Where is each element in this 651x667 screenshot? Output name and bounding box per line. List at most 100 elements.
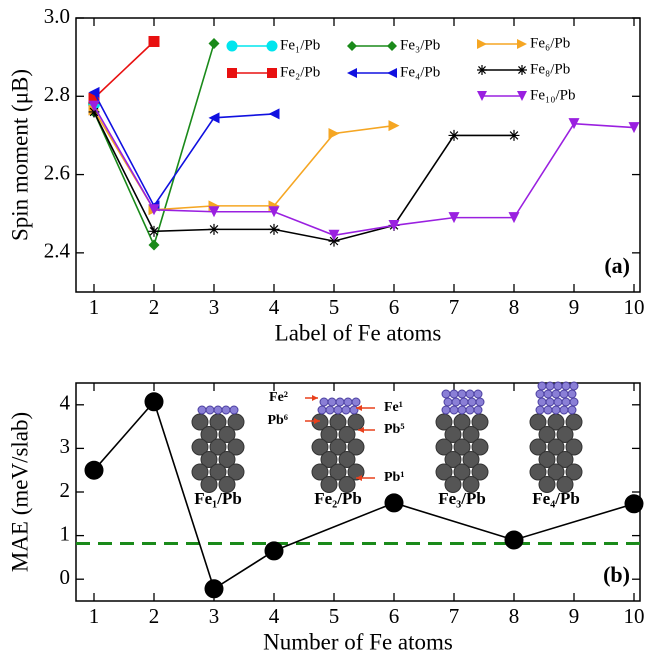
- data-point: [149, 226, 160, 237]
- data-point: [269, 224, 280, 235]
- plot-frame: [76, 18, 640, 292]
- fe-atom: [568, 390, 576, 398]
- inset-label: Fe₂/Pb: [314, 489, 362, 508]
- fe-atom: [328, 398, 336, 406]
- data-point: [625, 495, 643, 513]
- x-tick-label: 7: [449, 295, 460, 319]
- fe-atom: [474, 406, 482, 414]
- legend-label: Fe₆/Pb: [530, 35, 570, 51]
- fe-atom: [444, 398, 452, 406]
- data-point: [209, 112, 220, 123]
- fe-atom: [222, 406, 230, 414]
- fe-atom: [336, 398, 344, 406]
- fe-atom: [198, 406, 206, 414]
- fe-atom: [544, 406, 552, 414]
- fe-atom: [466, 406, 474, 414]
- x-tick-label: 3: [209, 295, 220, 319]
- x-tick-label: 2: [149, 604, 160, 628]
- atom-label: Pb¹: [384, 470, 405, 485]
- fe-atom: [458, 390, 466, 398]
- fe-atom: [536, 406, 544, 414]
- fe-atom: [352, 398, 360, 406]
- fe-atom: [334, 406, 342, 414]
- fe-atom: [554, 398, 562, 406]
- legend-label: Fe₁/Pb: [280, 37, 320, 53]
- fe-atom: [468, 398, 476, 406]
- legend-marker: [267, 68, 277, 78]
- x-tick-label: 3: [209, 604, 220, 628]
- fe-atom: [570, 398, 578, 406]
- fe-atom: [544, 390, 552, 398]
- atom-label: Pb⁶: [267, 413, 288, 428]
- fe-atom: [552, 390, 560, 398]
- y-tick-label: 1: [60, 521, 71, 545]
- series-line: [94, 110, 394, 210]
- data-point: [269, 108, 280, 119]
- series-line: [94, 112, 514, 241]
- x-tick-label: 10: [624, 604, 645, 628]
- x-tick-label: 1: [89, 604, 100, 628]
- fe-atom: [538, 398, 546, 406]
- fe-atom: [476, 398, 484, 406]
- structure-inset: [530, 382, 582, 493]
- figure: 2.42.62.83.012345678910Label of Fe atoms…: [0, 0, 651, 662]
- fe-atom: [326, 406, 334, 414]
- fe-atom: [554, 382, 562, 390]
- legend-marker: [227, 68, 237, 78]
- legend-marker: [477, 65, 487, 75]
- fe-atom: [536, 390, 544, 398]
- data-point: [385, 494, 403, 512]
- data-point: [209, 224, 220, 235]
- panel-label: (a): [604, 253, 630, 278]
- series-line: [94, 106, 634, 235]
- data-point: [85, 461, 103, 479]
- y-axis-label: MAE (meV/slab): [7, 412, 32, 572]
- fe-atom: [562, 398, 570, 406]
- fe-atom: [546, 398, 554, 406]
- legend-marker: [387, 68, 397, 78]
- fe-atom: [552, 406, 560, 414]
- y-tick-label: 3: [60, 434, 71, 458]
- x-tick-label: 10: [624, 295, 645, 319]
- legend-label: Fe₃/Pb: [400, 37, 440, 53]
- fe-atom: [442, 406, 450, 414]
- series-line: [94, 41, 154, 98]
- data-point: [265, 542, 283, 560]
- x-tick-label: 5: [329, 295, 340, 319]
- inset-label: Fe₁/Pb: [194, 489, 242, 508]
- x-tick-label: 4: [269, 295, 280, 319]
- fe-atom: [538, 382, 546, 390]
- x-axis-label: Number of Fe atoms: [263, 629, 453, 654]
- fe-atom: [474, 390, 482, 398]
- fe-atom: [546, 382, 554, 390]
- legend-marker: [517, 65, 527, 75]
- fe-atom: [214, 406, 222, 414]
- fe-atom: [452, 398, 460, 406]
- data-point: [209, 38, 220, 49]
- fe-atom: [568, 406, 576, 414]
- legend-label: Fe₁₀/Pb: [530, 87, 575, 103]
- panel-label: (b): [603, 562, 630, 587]
- data-point: [205, 580, 223, 598]
- atom-label: Fe²: [269, 390, 288, 405]
- x-tick-label: 6: [389, 295, 400, 319]
- data-point: [145, 393, 163, 411]
- fe-atom: [342, 406, 350, 414]
- legend-label: Fe₄/Pb: [400, 64, 440, 80]
- data-point: [329, 128, 340, 139]
- structure-inset: [192, 406, 244, 493]
- x-tick-label: 8: [509, 295, 520, 319]
- y-tick-label: 4: [60, 391, 71, 415]
- y-tick-label: 3.0: [44, 4, 70, 28]
- data-point: [509, 130, 520, 141]
- x-tick-label: 9: [569, 295, 580, 319]
- fe-atom: [460, 398, 468, 406]
- x-tick-label: 9: [569, 604, 580, 628]
- x-tick-label: 1: [89, 295, 100, 319]
- x-tick-label: 7: [449, 604, 460, 628]
- x-tick-label: 5: [329, 604, 340, 628]
- fe-atom: [562, 382, 570, 390]
- series-line: [94, 92, 274, 206]
- fe-atom: [344, 398, 352, 406]
- y-tick-label: 2.4: [44, 239, 71, 263]
